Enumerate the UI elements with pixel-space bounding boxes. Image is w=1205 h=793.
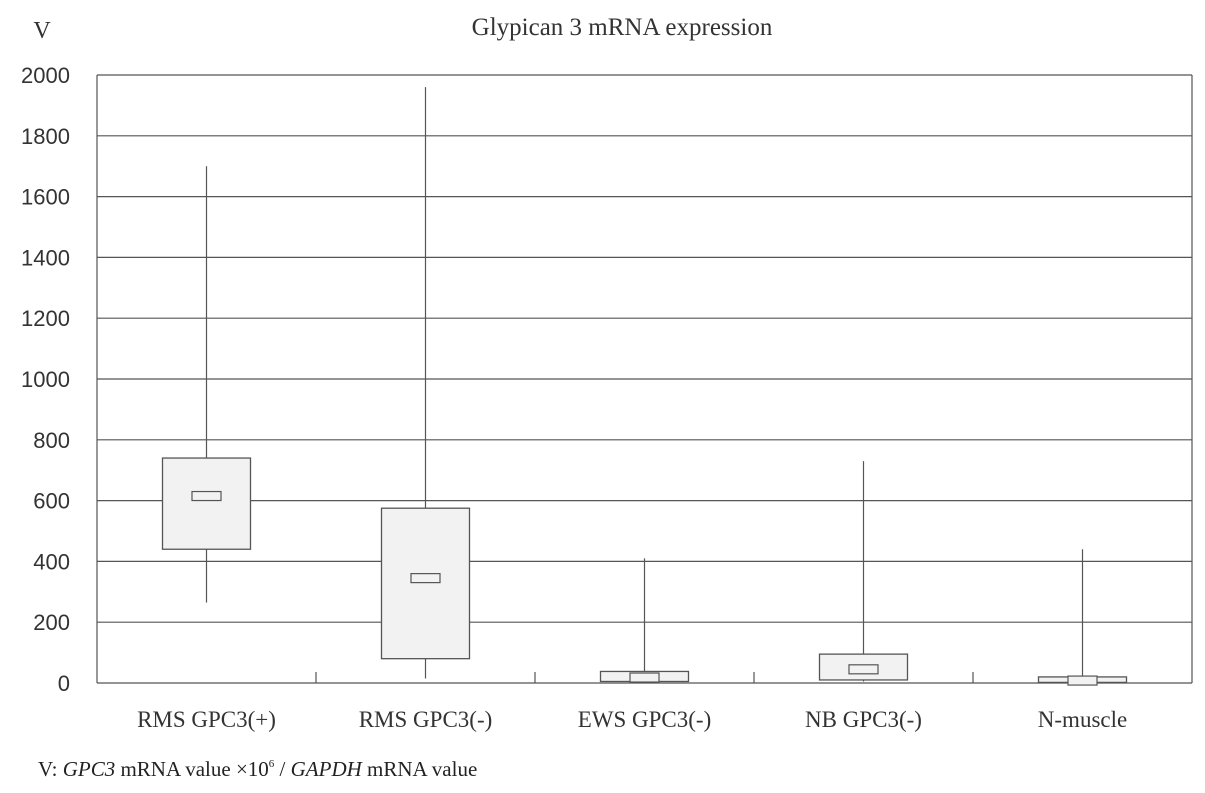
x-tick-labels: RMS GPC3(+) RMS GPC3(-) EWS GPC3(-) NB GPC3… xyxy=(137,707,1127,732)
median-marker xyxy=(191,490,222,502)
y-tick-label: 2000 xyxy=(21,63,70,88)
y-tick-labels: 0 200 400 600 800 1000 1200 1400 1600 1800 2000 xyxy=(21,63,70,696)
y-tick-label: 1600 xyxy=(21,185,70,210)
footnote-slash: / xyxy=(274,757,291,781)
median-marker xyxy=(848,664,879,675)
box-iqr xyxy=(380,507,471,660)
footnote-middle: mRNA value ×10 xyxy=(115,757,269,781)
x-tick-label: N-muscle xyxy=(1038,707,1127,732)
y-tick-label: 400 xyxy=(33,549,70,574)
x-tick-label: RMS GPC3(+) xyxy=(137,707,276,732)
y-tick-label: 1000 xyxy=(21,367,70,392)
median-marker xyxy=(629,672,660,683)
footnote-gene: GPC3 xyxy=(62,757,116,781)
y-tick-label: 1800 xyxy=(21,124,70,149)
y-tick-label: 1400 xyxy=(21,245,70,270)
x-tick-label: RMS GPC3(-) xyxy=(359,707,493,732)
box-iqr xyxy=(161,457,252,550)
chart-title: Glypican 3 mRNA expression xyxy=(472,14,773,41)
x-tick-label: EWS GPC3(-) xyxy=(578,707,712,732)
footnote-reference-gene: GAPDH xyxy=(290,757,362,781)
x-tick-label: NB GPC3(-) xyxy=(805,707,922,732)
footnote-suffix: mRNA value xyxy=(361,757,478,781)
boxes xyxy=(161,87,1128,686)
y-axis-label: V xyxy=(33,18,51,44)
median-marker xyxy=(410,573,441,584)
y-tick-label: 200 xyxy=(33,610,70,635)
footnote-prefix: V: xyxy=(38,757,63,781)
footnote-exponent: 6 xyxy=(268,758,275,770)
y-tick-label: 600 xyxy=(33,489,70,514)
y-tick-label: 800 xyxy=(33,428,70,453)
y-tick-label: 0 xyxy=(58,671,70,696)
y-tick-label: 1200 xyxy=(21,306,70,331)
median-marker xyxy=(1067,675,1098,686)
footnote: V: GPC3 mRNA value ×106 / GAPDH mRNA val… xyxy=(38,757,477,782)
gridlines xyxy=(96,74,1193,684)
